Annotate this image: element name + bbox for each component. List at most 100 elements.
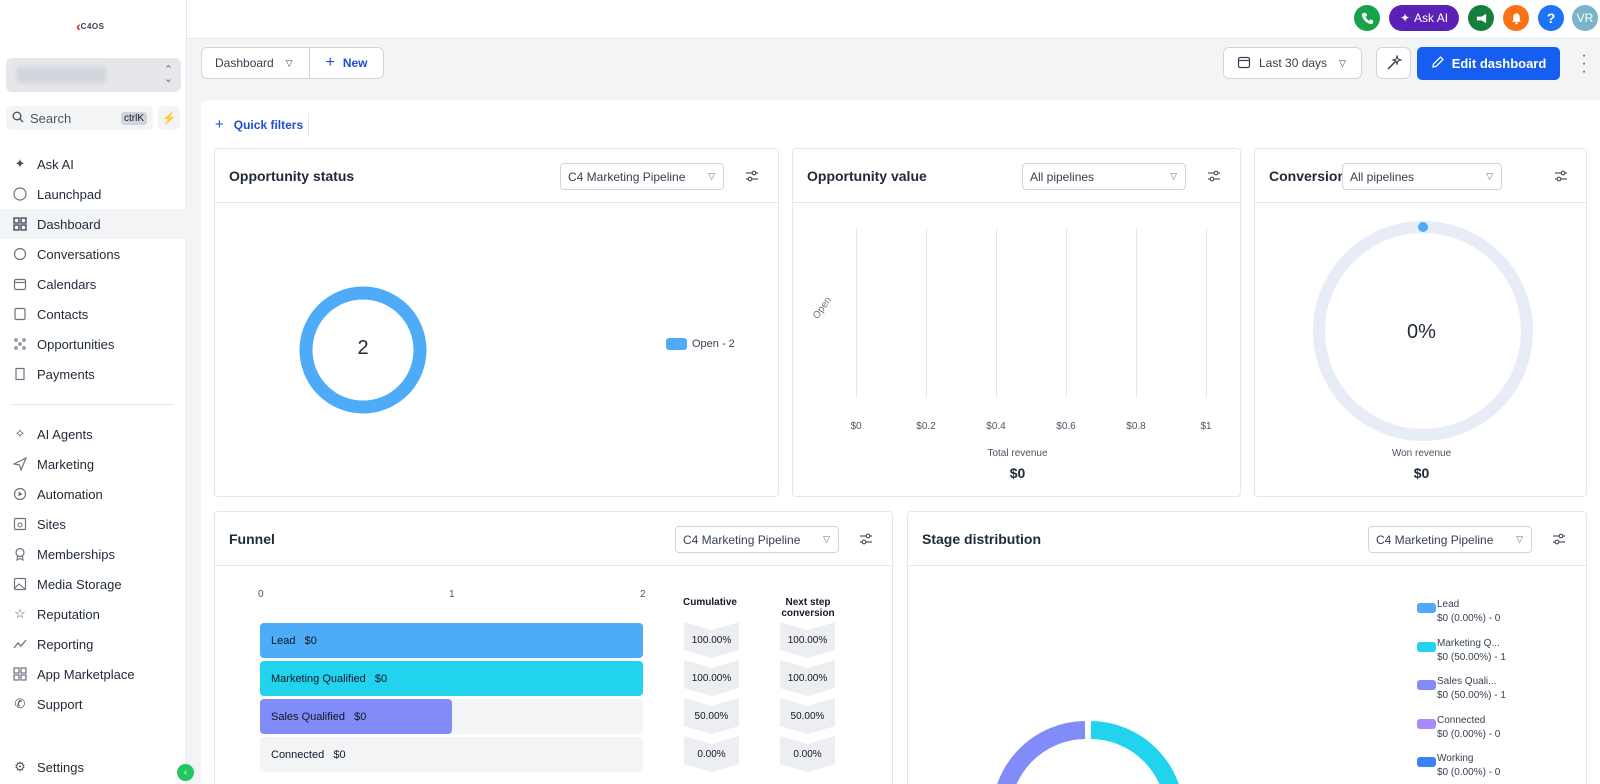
sidebar-item-payments[interactable]: Payments <box>0 359 187 389</box>
legend-swatch <box>1417 641 1436 652</box>
funnel-bar[interactable]: Lead $0 <box>260 623 643 658</box>
funnel-bar[interactable]: Sales Qualified $0 <box>260 699 452 734</box>
opportunity-status-card: Opportunity status C4 Marketing Pipeline… <box>214 148 779 497</box>
sidebar-item-ai-agents[interactable]: ✧ AI Agents <box>0 419 187 449</box>
legend-item[interactable]: Sales Quali... $0 (50.00%) - 1 <box>1417 675 1506 703</box>
user-avatar[interactable]: VR <box>1572 5 1598 31</box>
account-switcher[interactable]: ⌃ ⌄ <box>6 58 181 92</box>
dashboard-selector[interactable]: Dashboard ▽ <box>201 47 310 79</box>
phone-call-button[interactable] <box>1354 5 1380 31</box>
settings-sliders-icon[interactable] <box>859 532 873 546</box>
edit-dashboard-button[interactable]: Edit dashboard <box>1417 47 1560 80</box>
sidebar-item-launchpad[interactable]: Launchpad <box>0 179 187 209</box>
new-dashboard-button[interactable]: + New <box>309 47 384 79</box>
chart-tick-label: $0.4 <box>986 421 1006 432</box>
sidebar-item-support[interactable]: ✆ Support <box>0 689 187 719</box>
collapse-sidebar-icon[interactable]: ‹ <box>177 764 194 781</box>
help-button[interactable]: ? <box>1538 5 1564 31</box>
card-header: Stage distribution C4 Marketing Pipeline… <box>908 512 1586 566</box>
card-header: Conversion rate All pipelines ▽ <box>1255 149 1586 203</box>
notifications-button[interactable] <box>1503 5 1529 31</box>
sidebar-item-label: Sites <box>37 516 66 532</box>
funnel-bar[interactable]: Connected $0 <box>260 737 643 772</box>
quick-action-bolt-icon[interactable]: ⚡ <box>158 106 180 130</box>
pipeline-select[interactable]: C4 Marketing Pipeline ▽ <box>560 163 724 190</box>
settings-sliders-icon[interactable] <box>745 169 759 183</box>
account-name-blurred <box>16 67 106 83</box>
send-icon <box>12 456 28 472</box>
sidebar-item-opportunities[interactable]: Opportunities <box>0 329 187 359</box>
conversion-gauge <box>1313 221 1533 441</box>
settings-sliders-icon[interactable] <box>1207 169 1221 183</box>
legend-name: Marketing Q... <box>1437 637 1500 649</box>
logo-mark-icon: ‹ <box>76 18 81 34</box>
more-options-icon[interactable]: · · · <box>1581 47 1587 80</box>
sidebar-item-app-marketplace[interactable]: App Marketplace <box>0 659 187 689</box>
sidebar-item-label: Launchpad <box>37 186 102 202</box>
search-box[interactable]: Search ctrlK <box>6 106 153 130</box>
legend-detail: $0 (0.00%) - 0 <box>1437 767 1501 778</box>
pipeline-select[interactable]: C4 Marketing Pipeline ▽ <box>675 526 839 553</box>
chat-icon <box>12 246 28 262</box>
sidebar-item-marketing[interactable]: Marketing <box>0 449 187 479</box>
donut-center-value: 2 <box>357 337 369 359</box>
chevron-updown-icon: ⌃ ⌄ <box>163 64 173 85</box>
pipeline-select[interactable]: All pipelines ▽ <box>1022 163 1186 190</box>
settings-sliders-icon[interactable] <box>1552 532 1566 546</box>
donut-segment-marketing-qualified <box>1090 721 1179 784</box>
phone-icon: ✆ <box>14 696 26 711</box>
quick-filters-button[interactable]: + Quick filters <box>215 116 303 133</box>
ask-ai-button[interactable]: ✦ Ask AI <box>1389 5 1459 31</box>
sidebar: ‹ C4OS ⌃ ⌄ Search ctrlK ⚡ ✦ Ask AI Launchp… <box>0 0 194 784</box>
legend-item[interactable]: Connected $0 (0.00%) - 0 <box>1417 714 1500 742</box>
sidebar-item-reporting[interactable]: Reporting <box>0 629 187 659</box>
sidebar-item-label: AI Agents <box>37 426 93 442</box>
new-button-label: New <box>342 56 368 70</box>
donut-segment-sales-qualified <box>997 721 1086 784</box>
automation-icon <box>12 486 28 502</box>
pipeline-select-value: C4 Marketing Pipeline <box>683 532 801 547</box>
megaphone-icon <box>1476 13 1486 23</box>
funnel-bar[interactable]: Marketing Qualified $0 <box>260 661 643 696</box>
sidebar-item-label: Payments <box>37 366 95 382</box>
sidebar-item-media-storage[interactable]: Media Storage <box>0 569 187 599</box>
sidebar-item-label: Reporting <box>37 636 94 652</box>
sidebar-item-dashboard[interactable]: Dashboard <box>0 209 187 239</box>
sidebar-item-conversations[interactable]: Conversations <box>0 239 187 269</box>
date-range-label: Last 30 days <box>1259 56 1328 70</box>
gauge-marker <box>1418 222 1428 232</box>
pipeline-select[interactable]: C4 Marketing Pipeline ▽ <box>1368 526 1532 553</box>
sidebar-item-settings[interactable]: ⚙ Settings <box>0 752 187 782</box>
pipeline-select[interactable]: All pipelines ▽ <box>1342 163 1502 190</box>
legend-item[interactable]: Working $0 (0.00%) - 0 <box>1417 752 1501 780</box>
sidebar-item-label: Contacts <box>37 306 89 322</box>
chevron-down-icon: ▽ <box>1339 57 1346 68</box>
sidebar-item-calendars[interactable]: Calendars <box>0 269 187 299</box>
legend-name: Lead <box>1437 599 1460 610</box>
chart-gridline <box>1206 228 1207 398</box>
bell-icon <box>1511 12 1521 24</box>
sidebar-item-sites[interactable]: Sites <box>0 509 187 539</box>
sidebar-item-ask-ai[interactable]: ✦ Ask AI <box>0 149 187 179</box>
calendar-icon <box>12 276 28 292</box>
sidebar-item-reputation[interactable]: ☆ Reputation <box>0 599 187 629</box>
sidebar-item-memberships[interactable]: Memberships <box>0 539 187 569</box>
grid-icon <box>12 216 28 232</box>
sidebar-item-automation[interactable]: Automation <box>0 479 187 509</box>
legend-item[interactable]: Lead $0 (0.00%) - 0 <box>1417 598 1500 626</box>
date-range-picker[interactable]: Last 30 days ▽ <box>1223 47 1362 79</box>
chart-category-label: Open <box>811 294 835 322</box>
membership-icon <box>12 546 28 562</box>
ai-magic-button[interactable] <box>1376 47 1411 79</box>
announcements-button[interactable] <box>1468 5 1494 31</box>
settings-sliders-icon[interactable] <box>1554 169 1568 183</box>
funnel-bar-label: Connected $0 <box>271 748 346 761</box>
legend-detail: $0 (50.00%) - 1 <box>1437 651 1506 663</box>
chart-tick-label: $0.6 <box>1056 421 1076 432</box>
won-revenue-label: Won revenue <box>1391 448 1452 459</box>
legend-detail: $0 (50.00%) - 1 <box>1437 690 1506 701</box>
legend-item[interactable]: Marketing Q... $0 (50.00%) - 1 <box>1417 637 1506 665</box>
quick-filters-label: Quick filters <box>233 117 304 132</box>
sidebar-item-contacts[interactable]: Contacts <box>0 299 187 329</box>
company-logo[interactable]: ‹ C4OS <box>76 16 116 36</box>
